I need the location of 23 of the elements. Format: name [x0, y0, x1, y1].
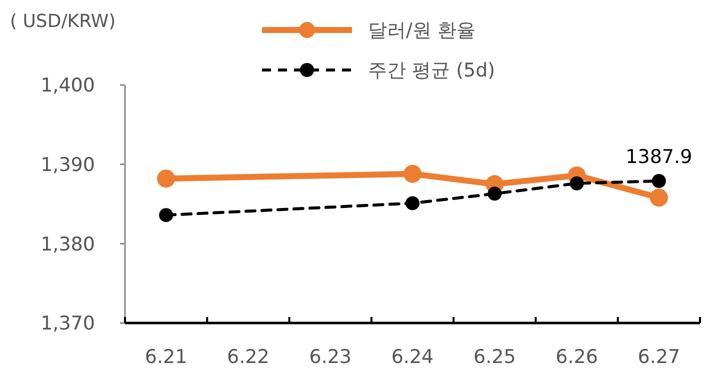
point [159, 208, 174, 222]
x-tick-label: 6.26 [556, 346, 598, 368]
point [406, 196, 420, 210]
y-tick-label: 1,380 [40, 233, 95, 256]
x-tick-label: 6.21 [144, 346, 188, 368]
point [488, 186, 502, 201]
data-label: 1387.9 [626, 146, 692, 168]
point [404, 164, 422, 183]
x-tick-label: 6.23 [309, 346, 352, 368]
point [652, 174, 666, 188]
point [157, 170, 176, 188]
y-axis-title: ( USD/KRW) [10, 11, 116, 32]
y-tick-label: 1,400 [40, 74, 95, 97]
x-tick-label: 6.27 [638, 346, 680, 368]
y-tick-label: 1,370 [40, 312, 95, 335]
legend-label: 주간 평균 (5d) [368, 60, 496, 82]
x-tick-label: 6.24 [391, 346, 434, 368]
x-tick-label: 6.22 [227, 346, 270, 368]
y-tick-label: 1,390 [40, 154, 95, 176]
x-tick-label: 6.25 [473, 346, 516, 368]
point [650, 188, 668, 207]
point [570, 176, 584, 190]
legend-label: 달러/원 환율 [368, 20, 476, 42]
